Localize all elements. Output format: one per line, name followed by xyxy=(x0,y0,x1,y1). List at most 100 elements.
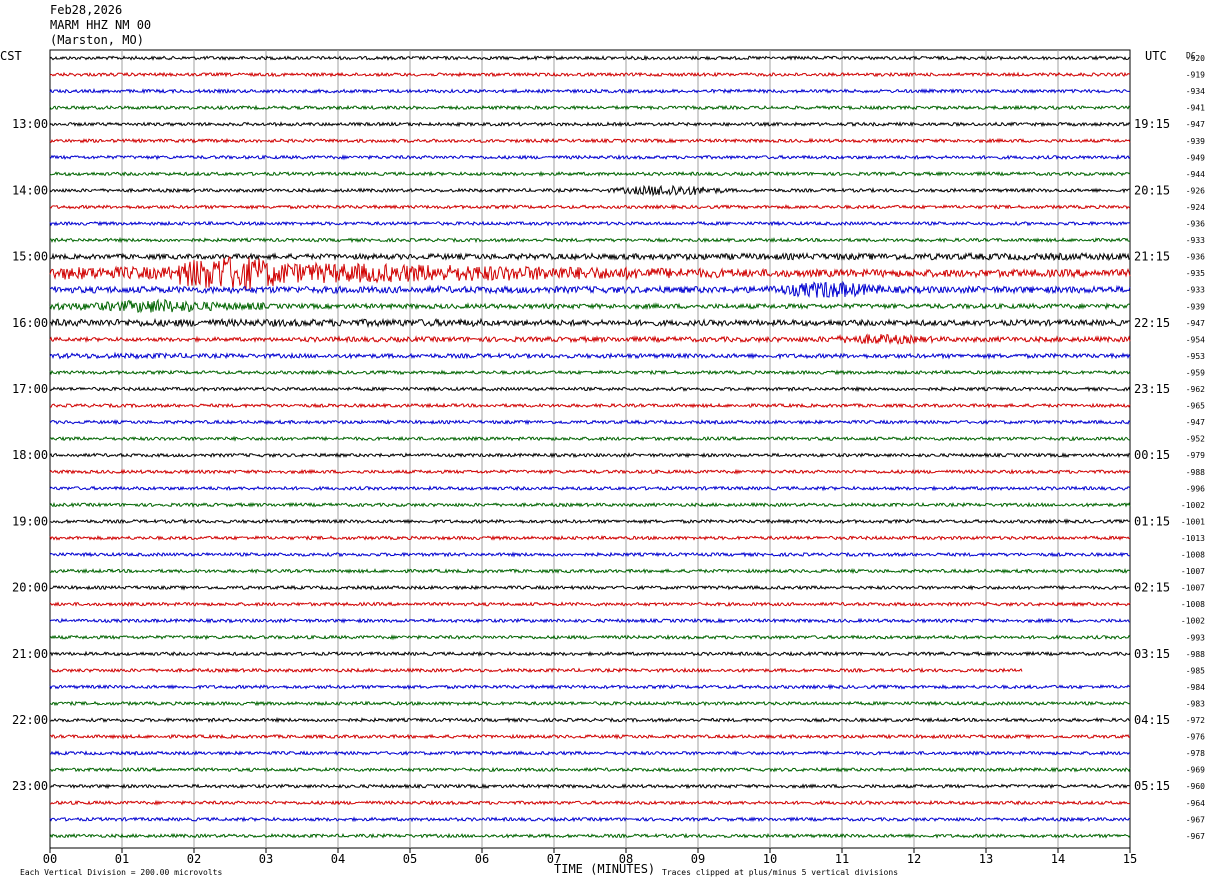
x-tick-label: 07 xyxy=(547,852,561,866)
dc-offset-label: -1008 xyxy=(1181,551,1205,560)
trace-line xyxy=(49,816,1131,823)
x-tick-label: 15 xyxy=(1123,852,1137,866)
dc-offset-label: -1008 xyxy=(1181,600,1205,609)
x-tick-label: 02 xyxy=(187,852,201,866)
trace-line xyxy=(49,256,1131,290)
plot-frame xyxy=(49,49,1131,849)
dc-offset-label: -939 xyxy=(1186,137,1205,146)
right-hour-label: 20:15 xyxy=(1134,183,1170,197)
dc-offset-label: -919 xyxy=(1186,71,1205,80)
trace-line xyxy=(49,700,1131,707)
dc-offset-label: -985 xyxy=(1186,666,1205,675)
trace-line xyxy=(49,733,1131,740)
x-tick-label: 14 xyxy=(1051,852,1065,866)
header-date: Feb28,2026 xyxy=(50,3,123,17)
x-tick-label: 00 xyxy=(43,852,57,866)
left-hour-label: 16:00 xyxy=(12,316,48,330)
x-tick-label: 06 xyxy=(475,852,489,866)
x-tick-label: 13 xyxy=(979,852,993,866)
trace-line xyxy=(49,683,1131,691)
trace-line xyxy=(49,766,1131,773)
right-hour-label: 22:15 xyxy=(1134,316,1170,330)
dc-offset-label: -947 xyxy=(1186,319,1205,328)
trace-line xyxy=(49,333,1131,345)
right-hour-label: 19:15 xyxy=(1134,117,1170,131)
trace-line xyxy=(49,184,1130,197)
header-location: (Marston, MO) xyxy=(50,33,144,47)
dc-offset-label: -959 xyxy=(1186,368,1205,377)
trace-line xyxy=(49,799,1131,806)
x-tick-label: 09 xyxy=(691,852,705,866)
footer-clip-note: Traces clipped at plus/minus 5 vertical … xyxy=(662,868,898,877)
trace-line xyxy=(49,783,1131,790)
trace-line xyxy=(49,88,1131,95)
dc-offset-label: -952 xyxy=(1186,435,1205,444)
trace-line xyxy=(49,435,1131,442)
x-tick-label: 01 xyxy=(115,852,129,866)
trace-line xyxy=(49,121,1131,128)
dc-offset-label: -953 xyxy=(1186,352,1205,361)
dc-offset-label: -947 xyxy=(1186,418,1205,427)
trace-line xyxy=(49,667,1023,674)
dc-offset-label: -969 xyxy=(1186,766,1205,775)
left-hour-label: 17:00 xyxy=(12,382,48,396)
left-hour-label: 21:00 xyxy=(12,647,48,661)
trace-line xyxy=(49,551,1130,558)
dc-offset-label: -979 xyxy=(1186,451,1205,460)
dc-offset-label: -967 xyxy=(1186,815,1205,824)
trace-line xyxy=(49,650,1131,657)
trace-line xyxy=(49,203,1131,211)
dc-offset-label: -926 xyxy=(1186,186,1205,195)
trace-line xyxy=(49,485,1131,492)
dc-offset-label: -993 xyxy=(1186,633,1205,642)
dc-offset-label: -978 xyxy=(1186,749,1205,758)
x-tick-label: 08 xyxy=(619,852,633,866)
trace-line xyxy=(49,351,1131,360)
trace-line xyxy=(49,584,1131,591)
trace-line xyxy=(49,220,1131,227)
dc-offset-label: -1013 xyxy=(1181,534,1205,543)
dc-offset-label: -984 xyxy=(1186,683,1205,692)
dc-offset-label: -965 xyxy=(1186,402,1205,411)
trace-line xyxy=(49,402,1131,409)
trace-line xyxy=(49,601,1131,608)
dc-offset-label: -1002 xyxy=(1181,501,1205,510)
dc-offset-label: -960 xyxy=(1186,782,1205,791)
dc-offset-label: -967 xyxy=(1186,832,1205,841)
right-hour-label: 01:15 xyxy=(1134,514,1170,528)
trace-line xyxy=(49,54,1131,62)
dc-offset-label: -1001 xyxy=(1181,517,1205,526)
trace-line xyxy=(49,452,1131,459)
dc-offset-label: -936 xyxy=(1186,253,1205,262)
left-hour-label: 20:00 xyxy=(12,581,48,595)
left-hour-label: 23:00 xyxy=(12,779,48,793)
right-timezone-label: UTC xyxy=(1145,49,1167,63)
dc-offset-label: -920 xyxy=(1186,54,1205,63)
right-hour-label: 03:15 xyxy=(1134,647,1170,661)
trace-line xyxy=(49,137,1131,144)
left-hour-label: 14:00 xyxy=(12,183,48,197)
dc-offset-label: -988 xyxy=(1186,650,1205,659)
x-tick-label: 11 xyxy=(835,852,849,866)
x-tick-label: 10 xyxy=(763,852,777,866)
trace-line xyxy=(49,251,1131,262)
trace-line xyxy=(49,298,1131,314)
right-hour-label: 02:15 xyxy=(1134,581,1170,595)
left-hour-label: 18:00 xyxy=(12,448,48,462)
dc-offset-label: -935 xyxy=(1186,269,1205,278)
dc-offset-label: -988 xyxy=(1186,468,1205,477)
footer-scale-note: Each Vertical Division = 200.00 microvol… xyxy=(20,868,222,877)
left-hour-label: 19:00 xyxy=(12,514,48,528)
trace-line xyxy=(49,534,1131,541)
trace-line xyxy=(49,104,1131,111)
trace-line xyxy=(50,716,1131,724)
trace-line xyxy=(49,468,1131,475)
dc-offset-label: -964 xyxy=(1186,799,1205,808)
trace-line xyxy=(49,71,1131,78)
dc-offset-label: -1007 xyxy=(1181,584,1205,593)
dc-offset-label: -976 xyxy=(1186,733,1205,742)
dc-offset-label: -949 xyxy=(1186,153,1205,162)
trace-line xyxy=(49,236,1131,244)
dc-offset-label: -941 xyxy=(1186,104,1205,113)
left-hour-label: 22:00 xyxy=(12,713,48,727)
